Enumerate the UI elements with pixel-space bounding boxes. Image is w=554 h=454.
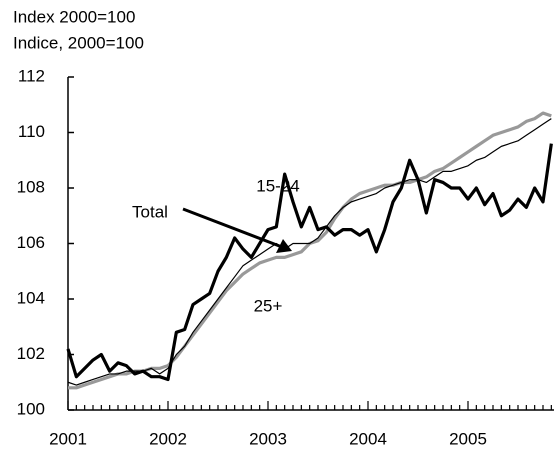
- y-tick-label: 106: [17, 233, 45, 252]
- y-tick-label: 108: [17, 177, 45, 196]
- series-label: Total: [132, 202, 168, 221]
- series-line: [67, 118, 552, 386]
- y-tick-label: 100: [17, 399, 45, 418]
- x-tick-label: 2001: [49, 429, 87, 448]
- chart-title: Indice, 2000=100: [13, 33, 144, 52]
- x-tick-label: 2002: [149, 429, 187, 448]
- y-tick-label: 102: [17, 344, 45, 363]
- annotation-arrowhead: [276, 239, 292, 253]
- x-tick-label: 2003: [249, 429, 287, 448]
- annotation-arrow: [182, 207, 283, 249]
- x-tick-label: 2005: [449, 429, 487, 448]
- y-tick-label: 112: [18, 66, 45, 85]
- y-tick-label: 104: [17, 288, 45, 307]
- y-tick-label: 110: [18, 122, 45, 141]
- series-label: 15-24: [256, 176, 299, 195]
- series-line: [68, 111, 552, 390]
- series-line: [66, 143, 553, 382]
- chart-subtitle: Index 2000=100: [13, 7, 135, 26]
- x-tick-label: 2004: [349, 429, 387, 448]
- series-label: 25+: [254, 296, 283, 315]
